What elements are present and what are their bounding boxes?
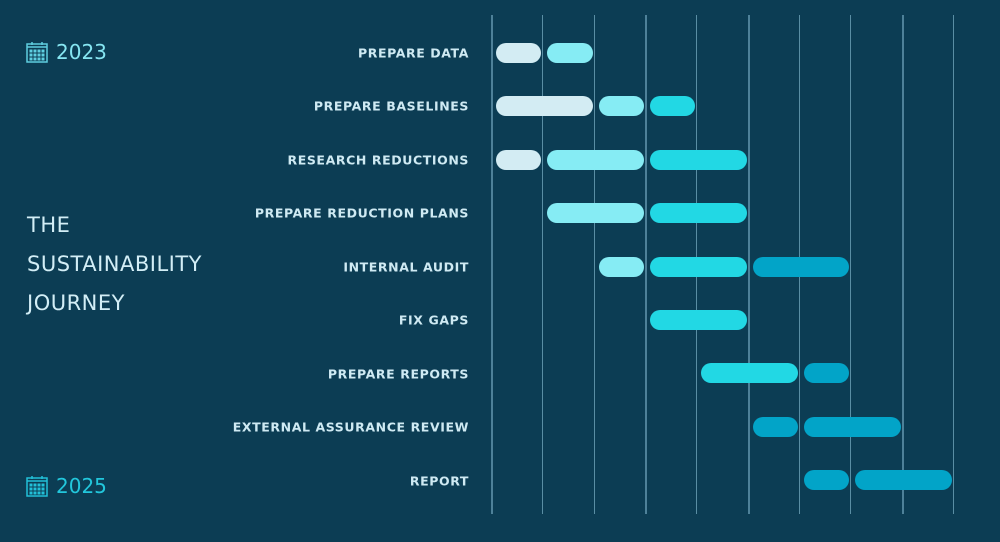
calendar-icon xyxy=(26,42,48,63)
gridline xyxy=(491,15,493,514)
task-bar xyxy=(650,149,747,170)
task-label: REPORT xyxy=(409,473,469,489)
gridline xyxy=(645,15,648,514)
task-bar xyxy=(598,256,645,277)
task-label: PREPARE BASELINES xyxy=(313,98,469,114)
task-bar xyxy=(701,363,799,384)
task-label: PREPARE REDUCTION PLANS xyxy=(254,205,469,221)
task-bar xyxy=(598,96,645,117)
end-year-label: 2025 xyxy=(56,474,107,498)
gridline xyxy=(850,15,852,514)
task-bar xyxy=(804,470,850,491)
task-bar xyxy=(496,96,593,117)
start-year-label: 2023 xyxy=(56,40,107,64)
task-label: PREPARE REPORTS xyxy=(327,366,469,382)
page-title: THE SUSTAINABILITY JOURNEY xyxy=(27,206,202,323)
gridline xyxy=(953,15,955,514)
task-label: EXTERNAL ASSURANCE REVIEW xyxy=(232,419,469,435)
title-line: JOURNEY xyxy=(27,291,125,315)
task-bar xyxy=(496,149,542,170)
task-bar xyxy=(547,203,645,224)
gridline xyxy=(747,15,750,514)
task-label: INTERNAL AUDIT xyxy=(343,259,469,275)
task-bar xyxy=(804,416,901,437)
title-line: THE xyxy=(27,213,71,237)
task-bar xyxy=(752,416,799,437)
start-year: 2023 xyxy=(26,40,107,64)
task-bar xyxy=(547,43,593,63)
task-bar xyxy=(650,310,747,330)
task-label: RESEARCH REDUCTIONS xyxy=(287,152,469,168)
title-line: SUSTAINABILITY xyxy=(27,252,203,276)
gridline xyxy=(542,15,544,514)
task-bar xyxy=(650,203,747,224)
task-bar xyxy=(855,470,953,491)
task-bar xyxy=(547,149,645,170)
task-label: FIX GAPS xyxy=(398,312,469,328)
task-bar xyxy=(650,96,696,117)
task-label: PREPARE DATA xyxy=(357,45,469,61)
task-bar xyxy=(752,256,850,277)
gridline xyxy=(593,15,595,514)
task-bar xyxy=(804,363,850,384)
calendar-icon xyxy=(26,476,48,497)
gridline xyxy=(901,15,904,514)
task-bar xyxy=(496,43,542,63)
end-year: 2025 xyxy=(26,474,107,498)
task-bar xyxy=(650,256,747,277)
